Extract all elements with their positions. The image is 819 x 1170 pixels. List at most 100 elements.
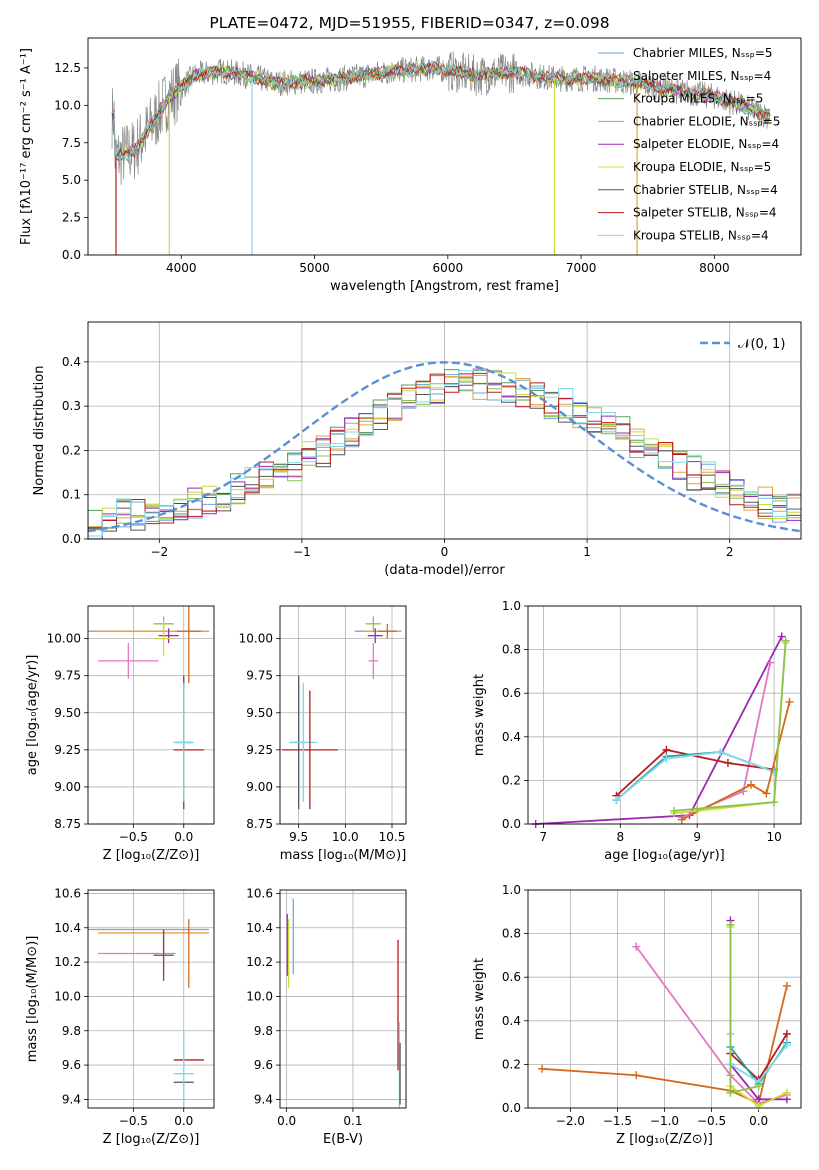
x-tick-label: 2	[726, 545, 734, 559]
plot-area	[286, 898, 401, 1108]
x-tick-label: 8000	[699, 261, 730, 275]
y-tick-label: 10.00	[47, 632, 81, 646]
y-tick-label: 9.8	[62, 1024, 81, 1038]
axes-frame	[279, 605, 407, 825]
mass-weight-line	[535, 636, 783, 825]
normal-distribution-curve	[88, 361, 801, 533]
data-point-marker	[754, 1101, 763, 1110]
axes-mass_vs_Z: −0.5 0.0 9.4 9.6 9.8 10.0 10.2 10.4 10.6 Z [log₁₀…	[25, 886, 215, 1147]
y-tick-label: 9.8	[254, 1024, 273, 1038]
plot-area	[538, 916, 791, 1110]
y-tick-label: 9.25	[246, 743, 273, 757]
data-point-marker	[670, 806, 679, 815]
y-tick-label: 10.2	[246, 955, 273, 969]
y-tick-label: 9.50	[54, 706, 81, 720]
figure-title: PLATE=0472, MJD=51955, FIBERID=0347, z=0…	[209, 14, 609, 32]
y-tick-label: 0.6	[502, 686, 521, 700]
legend-entry: Kroupa MILES, Nₛₛₚ=5	[633, 92, 763, 106]
plot-area	[531, 632, 794, 828]
data-point-marker	[632, 1071, 641, 1080]
x-axis-label: Z [log₁₀(Z/Z⊙)]	[103, 848, 200, 863]
x-tick-label: −1	[293, 545, 311, 559]
x-tick-label: 8	[616, 830, 624, 844]
data-point-marker	[538, 1064, 547, 1073]
y-tick-label: 9.25	[54, 743, 81, 757]
axes-frame	[87, 605, 215, 825]
y-axis-label: Normed distribution	[32, 366, 47, 496]
x-tick-label: −0.5	[697, 1114, 726, 1128]
legend-entry: Chabrier MILES, Nₛₛₚ=5	[633, 46, 773, 60]
axes-age_vs_Z: −0.5 0.0 8.75 9.00 9.25 9.50 9.75 10.00 Z [log₁₀…	[25, 605, 215, 863]
x-tick-label: 10	[766, 830, 781, 844]
data-point-marker	[726, 1088, 735, 1097]
axes-spectrum: 4000 5000 6000 7000 8000 0.0 2.5 5.0 7.5 10.0 12.5…	[19, 37, 802, 294]
x-tick-label: 9	[693, 830, 701, 844]
y-tick-label: 10.6	[246, 886, 273, 900]
y-tick-label: 0.0	[62, 248, 81, 262]
x-tick-label: 0.0	[749, 1114, 768, 1128]
data-point-marker	[693, 804, 702, 813]
y-axis-label: mass [log₁₀(M/M⊙)]	[25, 936, 40, 1063]
y-tick-label: 9.6	[254, 1058, 273, 1072]
y-tick-label: 0.4	[502, 730, 521, 744]
y-axis-label: mass weight	[472, 674, 487, 756]
y-tick-label: 9.50	[246, 706, 273, 720]
y-tick-label: 12.5	[54, 61, 81, 75]
y-tick-label: 0.8	[502, 643, 521, 657]
data-point-marker	[662, 754, 671, 763]
plot-area	[88, 361, 801, 539]
data-point-marker	[782, 981, 791, 990]
data-point-marker	[726, 920, 735, 929]
y-tick-label: 0.0	[502, 817, 521, 831]
x-tick-label: −1.0	[650, 1114, 679, 1128]
y-tick-label: 9.4	[254, 1092, 273, 1106]
model-spectrum-line	[111, 61, 771, 163]
x-tick-label: 1	[583, 545, 591, 559]
y-axis-label: mass weight	[472, 958, 487, 1040]
y-tick-label: 9.00	[54, 780, 81, 794]
axes-mass_vs_ebv: 0.0 0.1 9.4 9.6 9.8 10.0 10.2 10.4 10.6 E(B-V)	[246, 886, 407, 1147]
x-tick-label: 7000	[566, 261, 597, 275]
x-axis-label: (data-model)/error	[384, 563, 505, 578]
x-tick-label: −1.5	[603, 1114, 632, 1128]
data-point-marker	[747, 780, 756, 789]
x-axis-label: mass [log₁₀(M/M⊙)]	[280, 848, 407, 863]
legend: 𝒩(0, 1)	[700, 337, 785, 352]
x-axis-label: age [log₁₀(age/yr)]	[604, 848, 725, 863]
legend-entry: 𝒩(0, 1)	[738, 337, 785, 352]
data-point-marker	[716, 748, 725, 757]
plot-area	[88, 606, 209, 810]
x-tick-label: 5000	[299, 261, 330, 275]
y-tick-label: 0.0	[62, 532, 81, 546]
data-point-marker	[766, 658, 775, 667]
axes-frame	[87, 889, 215, 1109]
x-tick-label: −2.0	[556, 1114, 585, 1128]
axes-frame	[527, 605, 802, 825]
data-point-marker	[785, 697, 794, 706]
y-tick-label: 0.2	[62, 443, 81, 457]
axes-residual_hist: −2 −1 0 1 2 0.0 0.1 0.2 0.3 0.4 (data-model)/error…	[32, 321, 802, 578]
y-axis-label: Flux [fλ10⁻¹⁷ erg cm⁻² s⁻¹ A⁻¹]	[19, 48, 34, 245]
axes-age_vs_mass: 9.5 10.0 10.5 8.75 9.00 9.25 9.50 9.75 10.00 mass…	[239, 605, 407, 863]
axes-frame	[279, 889, 407, 1109]
y-tick-label: 8.75	[246, 817, 273, 831]
y-tick-label: 10.4	[54, 921, 81, 935]
legend-entry: Chabrier ELODIE, Nₛₛₚ=5	[633, 114, 780, 128]
plot-area	[111, 51, 771, 255]
legend-entry: Salpeter STELIB, Nₛₛₚ=4	[633, 206, 777, 220]
y-tick-label: 10.2	[54, 955, 81, 969]
x-tick-label: −0.5	[119, 1114, 148, 1128]
legend-entry: Kroupa STELIB, Nₛₛₚ=4	[633, 228, 769, 242]
x-tick-label: −2	[150, 545, 168, 559]
y-tick-label: 9.4	[62, 1092, 81, 1106]
data-point-marker	[781, 636, 790, 645]
x-axis-label: E(B-V)	[323, 1132, 363, 1147]
y-tick-label: 10.6	[54, 886, 81, 900]
data-point-marker	[723, 758, 732, 767]
x-tick-label: 4000	[166, 261, 197, 275]
model-spectrum-line	[111, 61, 771, 162]
y-axis-label: age [log₁₀(age/yr)]	[25, 655, 40, 776]
y-tick-label: 10.0	[54, 98, 81, 112]
data-point-marker	[612, 796, 621, 805]
